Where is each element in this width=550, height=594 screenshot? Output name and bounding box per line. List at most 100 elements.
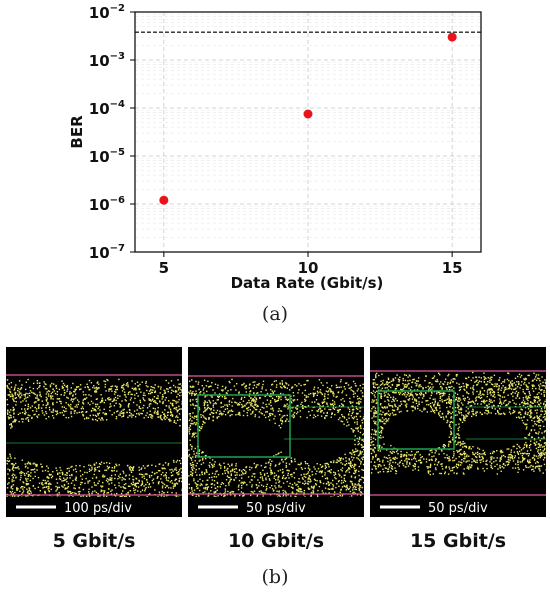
eye-trace-dot [388,400,390,402]
eye-trace-dot [362,395,364,397]
eye-trace-dot [434,452,436,454]
eye-trace-dot [391,468,394,470]
eye-trace-dot [13,400,15,402]
eye-trace-dot [227,463,229,465]
eye-trace-dot [93,408,96,411]
eye-trace-dot [349,452,351,454]
eye-trace-dot [7,468,9,470]
eye-trace-dot [165,405,168,407]
eye-trace-dot [529,461,531,464]
eye-trace-dot [88,389,90,391]
eye-trace-dot [178,408,181,410]
eye-trace-dot [61,380,63,382]
eye-trace-dot [132,466,135,468]
eye-trace-dot [130,413,132,415]
eye-trace-dot [204,400,206,402]
eye-trace-dot [321,465,324,468]
eye-trace-dot [323,395,326,397]
eye-trace-dot [79,388,81,391]
eye-trace-dot [224,470,226,472]
eye-trace-dot [354,443,356,446]
eye-trace-dot [527,459,529,461]
eye-trace-dot [419,462,422,464]
eye-trace-dot [318,379,321,381]
eye-trace-dot [208,464,210,467]
eye-trace-dot [541,454,543,456]
eye-trace-dot [195,455,197,457]
eye-trace-dot [204,472,206,474]
eye-trace-dot [411,391,413,393]
eye-trace-dot [20,401,22,403]
eye-trace-dot [94,470,96,472]
eye-trace-dot [379,460,381,462]
eye-trace-dot [313,394,315,396]
eye-trace-dot [82,401,84,403]
eye-trace-dot [436,379,438,381]
eye-trace-dot [69,477,71,479]
eye-trace-dot [463,399,466,402]
eye-trace-dot [44,479,46,482]
eye-trace-dot [467,384,469,386]
eye-trace-dot [7,457,9,459]
eye-trace-dot [397,407,399,409]
eye-trace-dot [322,401,324,403]
eye-trace-dot [210,483,213,485]
eye-trace-dot [226,494,228,496]
eye-trace-dot [470,379,472,382]
eye-trace-dot [375,468,377,470]
eye-trace-dot [524,452,526,454]
eye-trace-dot [88,379,91,382]
eye-trace-dot [359,431,362,434]
eye-trace-dot [394,413,396,416]
eye-trace-dot [152,478,155,480]
eye-trace-dot [216,470,218,472]
eye-trace-dot [210,385,212,387]
eye-trace-dot [478,448,481,450]
x-axis-label: Data Rate (Gbit/s) [231,274,384,292]
eye-trace-dot [448,443,450,445]
eye-trace-dot [128,414,131,417]
eye-trace-dot [84,482,86,485]
eye-trace-dot [530,413,532,415]
eye-trace-dot [67,486,70,488]
eye-trace-dot [518,397,521,399]
eye-trace-dot [459,418,461,420]
eye-trace-dot [336,461,338,464]
eye-trace-dot [280,418,282,420]
eye-trace-dot [328,470,331,473]
eye-trace-dot [396,374,398,376]
eye-trace-dot [428,404,430,406]
eye-trace-dot [288,463,291,465]
eye-trace-dot [63,392,66,394]
eye-trace-dot [251,412,254,414]
eye-trace-dot [216,417,218,419]
eye-trace-dot [457,441,459,443]
eye-trace-dot [427,470,429,472]
eye-trace-dot [404,404,407,406]
eye-trace-dot [532,379,534,381]
eye-trace-dot [304,461,306,463]
eye-trace-dot [301,468,303,470]
eye-trace-dot [482,449,484,452]
eye-trace-dot [522,459,524,461]
eye-trace-dot [474,461,477,463]
eye-trace-dot [523,392,526,394]
eye-trace-dot [540,389,542,392]
eye-trace-dot [65,487,67,490]
eye-trace-dot [125,495,127,498]
eye-trace-dot [24,463,26,465]
eye-trace-dot [292,416,295,419]
eye-trace-dot [176,472,179,474]
eye-trace-dot [32,477,34,480]
eye-trace-dot [145,473,147,475]
eye-trace-dot [11,480,13,483]
eye-trace-dot [373,416,375,418]
eye-trace-dot [449,389,451,391]
eye-trace-dot [231,470,234,472]
eye-trace-dot [527,466,529,469]
eye-trace-dot [461,443,463,445]
eye-trace-dot [161,490,163,493]
eye-trace-dot [155,465,157,467]
eye-trace-dot [14,419,16,422]
eye-trace-dot [235,468,237,470]
